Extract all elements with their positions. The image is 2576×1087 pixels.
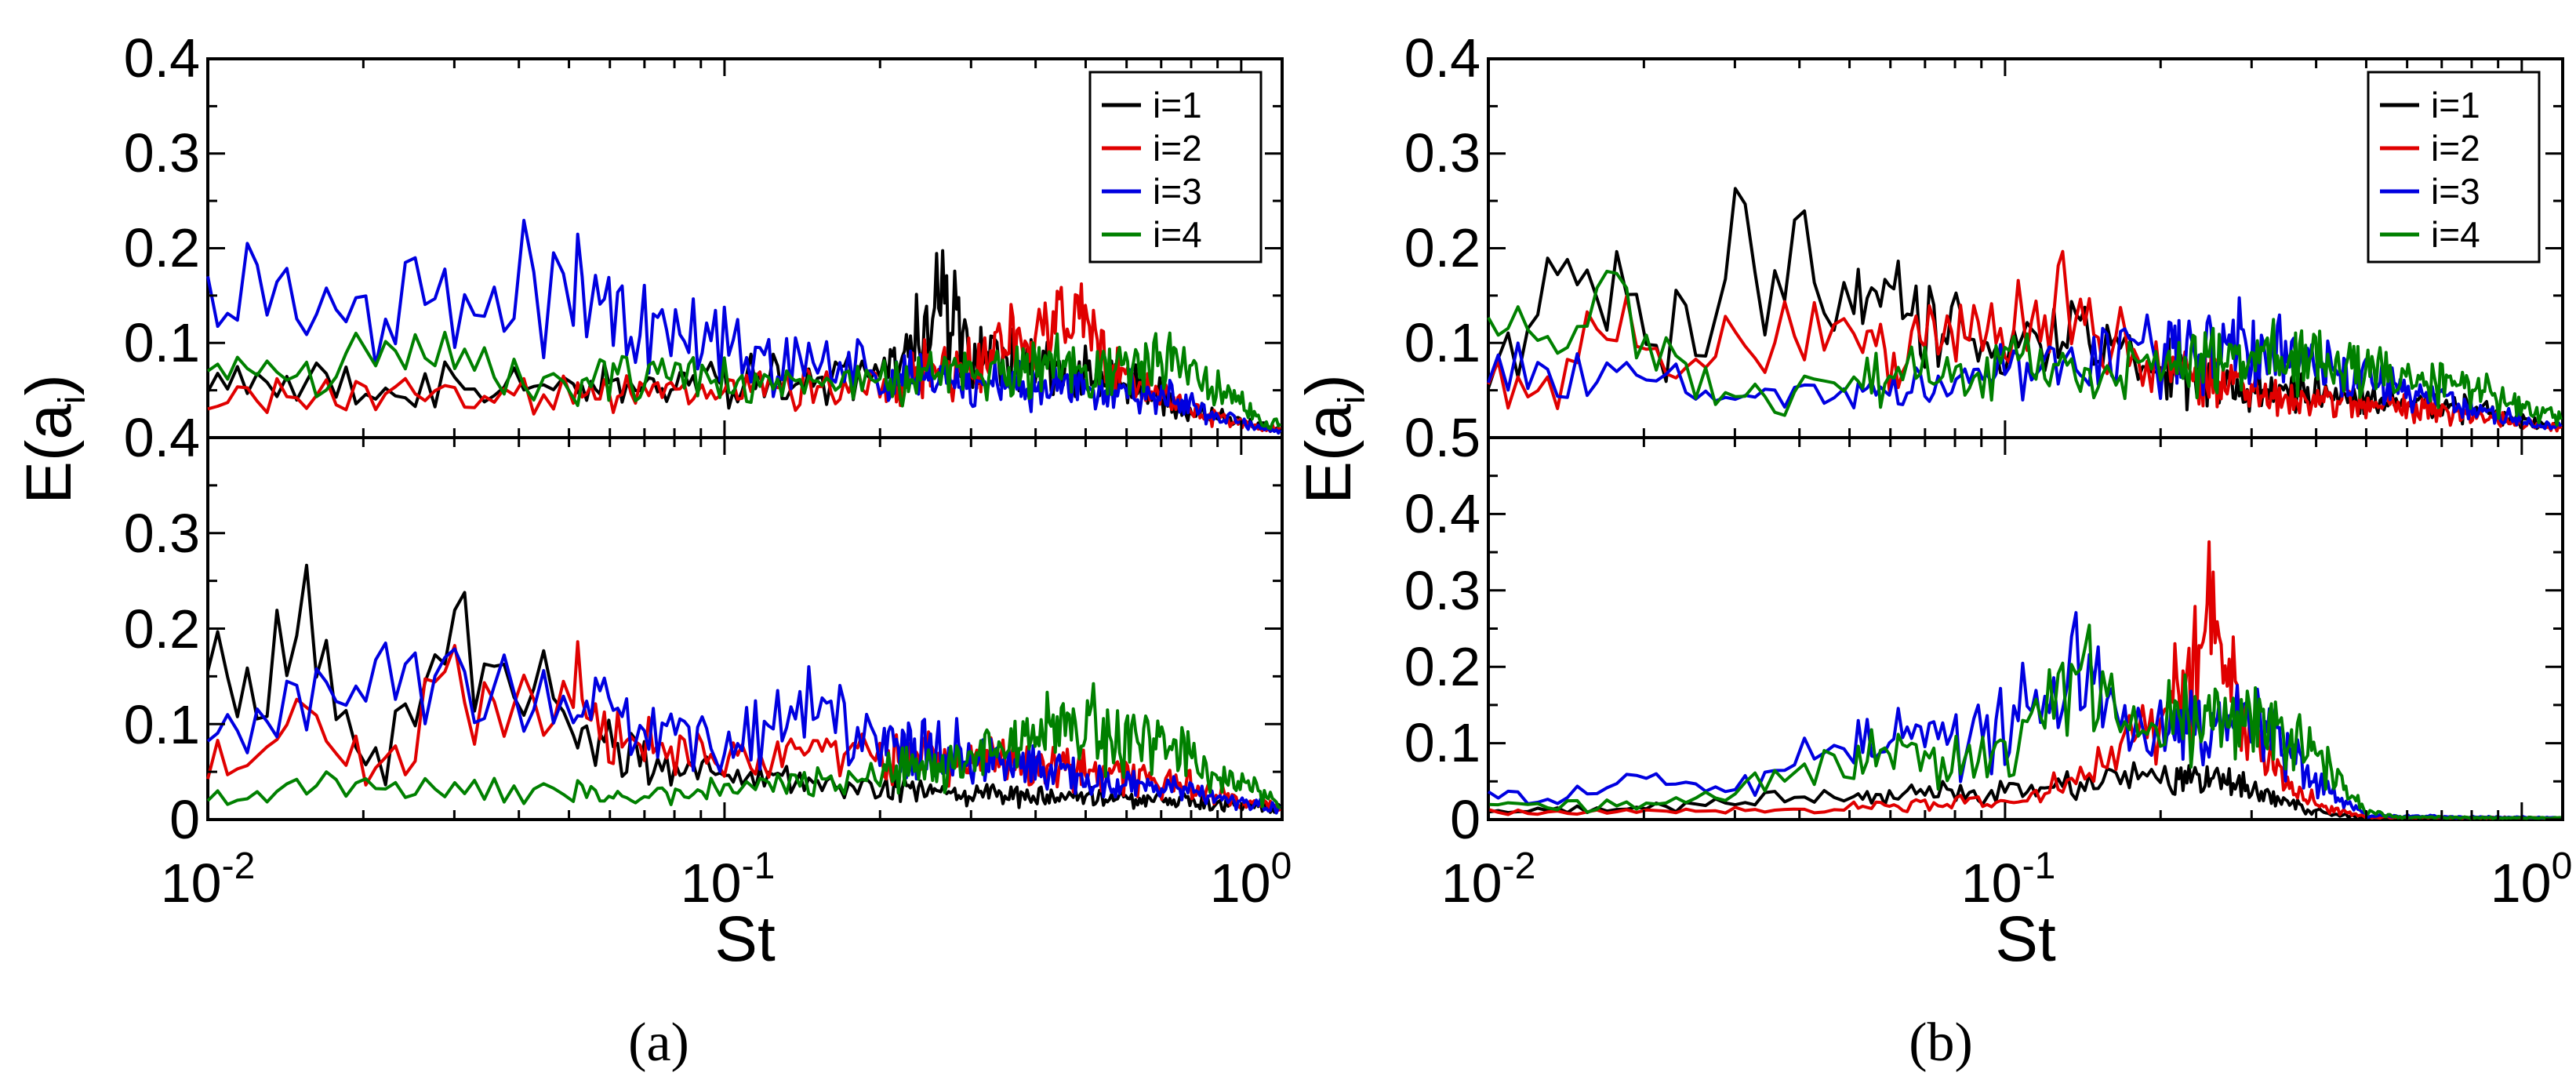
panel-b-bottom-ytick-label: 0.1 [1404,712,1481,773]
series-line-i-4 [1487,269,2563,427]
panel-a-xlabel: St [714,903,776,975]
panel-a-mid-ytick-label: 0.4 [124,407,200,468]
panel-b-bottom-ytick-label: 0.4 [1404,483,1481,544]
panel-a-xtick-label: 100 [1210,845,1292,914]
series-line-i-4 [206,330,1282,431]
panel-b-legend: i=1 i=2 i=3 i=4 [2367,71,2541,264]
legend-label: i=4 [1153,214,1202,255]
panel-a-top-series [206,219,1282,435]
panel-a-caption: (a) [628,1012,689,1073]
panel-a-bottom-ytick-label: 0 [169,789,200,850]
panel-b-bottom-ytick-label: 0.5 [1404,407,1481,468]
legend-label: i=3 [2431,171,2480,212]
panel-b-xtick-label: 10-1 [1961,845,2056,914]
panel-b-bottom-ticks [1487,436,2563,821]
panel-a-legend: i=1 i=2 i=3 i=4 [1088,71,1263,264]
legend-label: i=1 [2431,85,2480,125]
series-line-i-3 [1487,611,2561,820]
panel-a-bottom-ytick-label: 0.1 [124,694,200,755]
panel-a-top-ytick-label: 0.4 [124,27,200,89]
legend-label: i=3 [1153,171,1202,212]
panel-a-xtick-label: 10-1 [681,845,776,914]
panel-b-bottom-series [1487,540,2562,820]
series-line-i-3 [206,219,1282,435]
panel-b-ylabel: E(ai) [1293,374,1373,504]
series-line-i-1 [206,563,1282,814]
legend-label: i=4 [2431,214,2480,255]
panel-a-bottom-ytick-label: 0.2 [124,598,200,660]
panel-a-bottom-series [206,563,1282,815]
panel-a-top-ytick-label: 0.2 [124,217,200,278]
panel-b-top-ytick-label: 0.3 [1404,122,1481,184]
panel-b-bottom-ytick-label: 0 [1450,789,1481,850]
panel-b-xtick-label: 100 [2491,845,2573,914]
series-line-i-4 [1488,623,2561,820]
panel-b-top-ytick-label: 0.2 [1404,217,1481,278]
panel-b: 0.4 0.3 0.2 0.1 0.5 0.4 0.3 0.2 0.1 0 10… [1293,27,2572,1073]
panel-b-top-ytick-label: 0.4 [1404,27,1481,89]
series-line-i-1 [206,249,1282,434]
legend-label: i=1 [1153,85,1202,125]
panel-b-bottom-frame [1487,436,2564,821]
panel-b-top-ytick-label: 0.1 [1404,312,1481,373]
panel-b-xlabel: St [1995,903,2056,975]
panel-a-top-ytick-label: 0.1 [124,312,200,373]
panel-b-xtick-label: 10-2 [1441,845,1536,914]
series-line-i-2 [206,640,1281,813]
legend-label: i=2 [1153,128,1202,169]
series-line-i-4 [206,682,1281,809]
legend-label: i=2 [2431,128,2480,169]
panel-a-xtick-label: 10-2 [161,845,256,914]
panel-b-top-series [1487,187,2563,433]
panel-a-bottom-ytick-label: 0.3 [124,503,200,564]
panel-a-top-ytick-label: 0.3 [124,122,200,184]
panel-b-bottom-ytick-label: 0.3 [1404,560,1481,621]
panel-b-bottom-ytick-label: 0.2 [1404,636,1481,697]
panel-a: 0.4 0.3 0.2 0.1 0.4 0.3 0.2 0.1 0 10-2 1… [13,27,1292,1073]
panel-a-bottom-ticks [206,436,1282,821]
panel-a-ylabel: E(ai) [13,374,93,504]
panel-b-caption: (b) [1909,1012,1973,1073]
